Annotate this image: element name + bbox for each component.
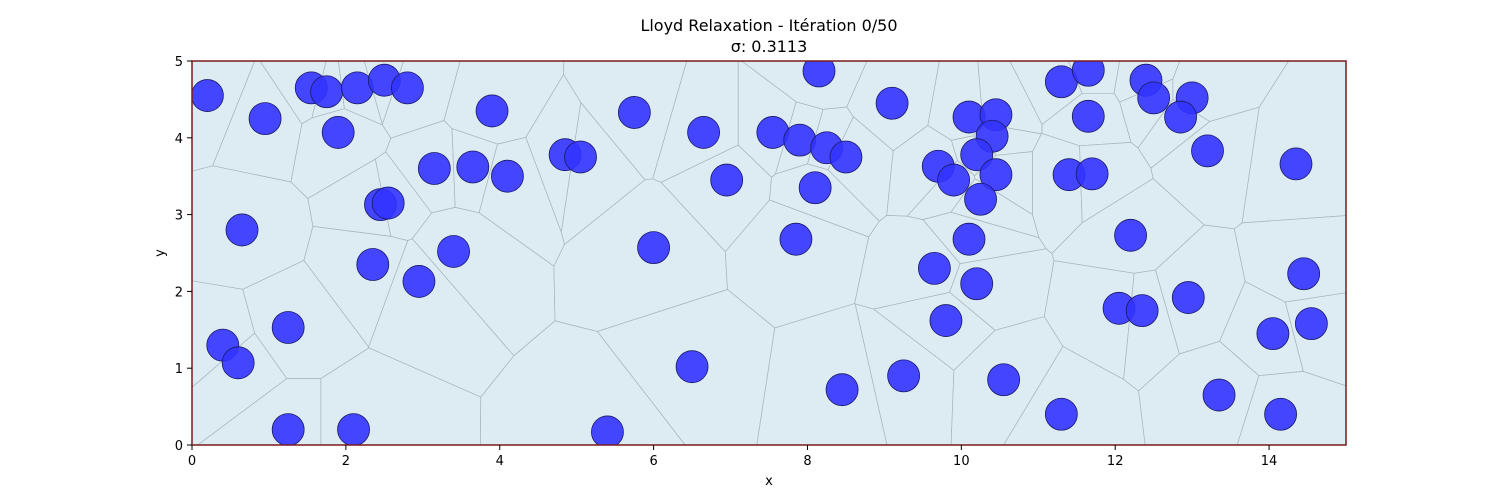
generator-point [710, 163, 744, 197]
generator-point [1071, 99, 1105, 133]
y-tick-label: 5 [175, 55, 183, 70]
generator-point [271, 413, 305, 445]
voronoi-cell [756, 303, 888, 445]
generator-points [192, 61, 1328, 445]
generator-point [564, 140, 597, 174]
generator-point [402, 265, 436, 298]
generator-point [779, 222, 813, 256]
generator-point [321, 116, 355, 149]
generator-point [952, 222, 986, 256]
generator-point [248, 102, 282, 135]
generator-point [437, 235, 470, 268]
generator-point [225, 213, 259, 247]
chart-subtitle: σ: 0.3113 [731, 37, 808, 56]
x-tick-label: 2 [342, 454, 350, 469]
generator-point [825, 373, 859, 407]
x-tick-label: 8 [803, 454, 811, 469]
generator-point [1264, 397, 1298, 431]
y-tick-label: 1 [175, 362, 183, 377]
voronoi-edges [192, 61, 1346, 445]
generator-point [1256, 317, 1290, 351]
generator-point [979, 158, 1013, 192]
generator-point [310, 75, 344, 109]
generator-point [1075, 157, 1109, 191]
generator-point [1114, 218, 1147, 252]
generator-point [964, 182, 997, 216]
generator-point [491, 159, 524, 193]
generator-point [802, 61, 836, 88]
generator-point [417, 152, 451, 185]
generator-point [1202, 378, 1236, 412]
x-tick-label: 12 [1107, 454, 1124, 469]
x-axis-label: x [765, 474, 773, 489]
voronoi-cell [192, 332, 288, 445]
generator-point [591, 415, 624, 445]
generator-point [475, 94, 509, 128]
generator-point [887, 359, 921, 393]
generator-point [937, 163, 971, 197]
voronoi-cell [480, 320, 686, 445]
generator-point [687, 116, 721, 149]
generator-point [371, 186, 405, 220]
x-tick-label: 4 [496, 454, 504, 469]
y-tick-label: 3 [175, 209, 183, 224]
generator-point [1137, 81, 1171, 115]
y-tick-label: 4 [175, 132, 183, 147]
chart-title: Lloyd Relaxation - Itération 0/50 [640, 16, 897, 35]
generator-point [1294, 307, 1328, 341]
generator-point [221, 346, 255, 380]
generator-point [391, 71, 424, 105]
generator-point [1279, 147, 1313, 181]
x-tick-label: 6 [649, 454, 657, 469]
generator-point [192, 79, 224, 112]
y-axis-label: y [153, 249, 168, 257]
generator-point [337, 413, 370, 445]
x-tick-label: 14 [1261, 454, 1278, 469]
x-tick-label: 10 [953, 454, 970, 469]
generator-point [1164, 100, 1197, 134]
generator-point [960, 267, 994, 301]
generator-point [1125, 294, 1159, 328]
generator-point [617, 96, 651, 129]
generator-point [1044, 397, 1078, 431]
generator-point [929, 304, 963, 337]
generator-point [918, 251, 951, 285]
generator-point [987, 363, 1021, 397]
voronoi-cell [1003, 346, 1146, 445]
generator-point [960, 138, 994, 172]
generator-point [1287, 257, 1321, 291]
generator-point [356, 248, 390, 281]
generator-point [637, 231, 670, 265]
generator-point [271, 311, 305, 344]
generator-point [875, 86, 909, 120]
generator-point [1171, 281, 1205, 314]
generator-point [1191, 134, 1224, 168]
generator-point [456, 150, 490, 184]
generator-point [829, 140, 863, 174]
plot-frame [191, 60, 1347, 446]
x-tick-label: 0 [188, 454, 196, 469]
generator-point [798, 171, 832, 205]
generator-point [675, 350, 709, 384]
y-tick-label: 0 [175, 439, 183, 454]
generator-point [1071, 61, 1105, 87]
y-tick-label: 2 [175, 285, 183, 300]
